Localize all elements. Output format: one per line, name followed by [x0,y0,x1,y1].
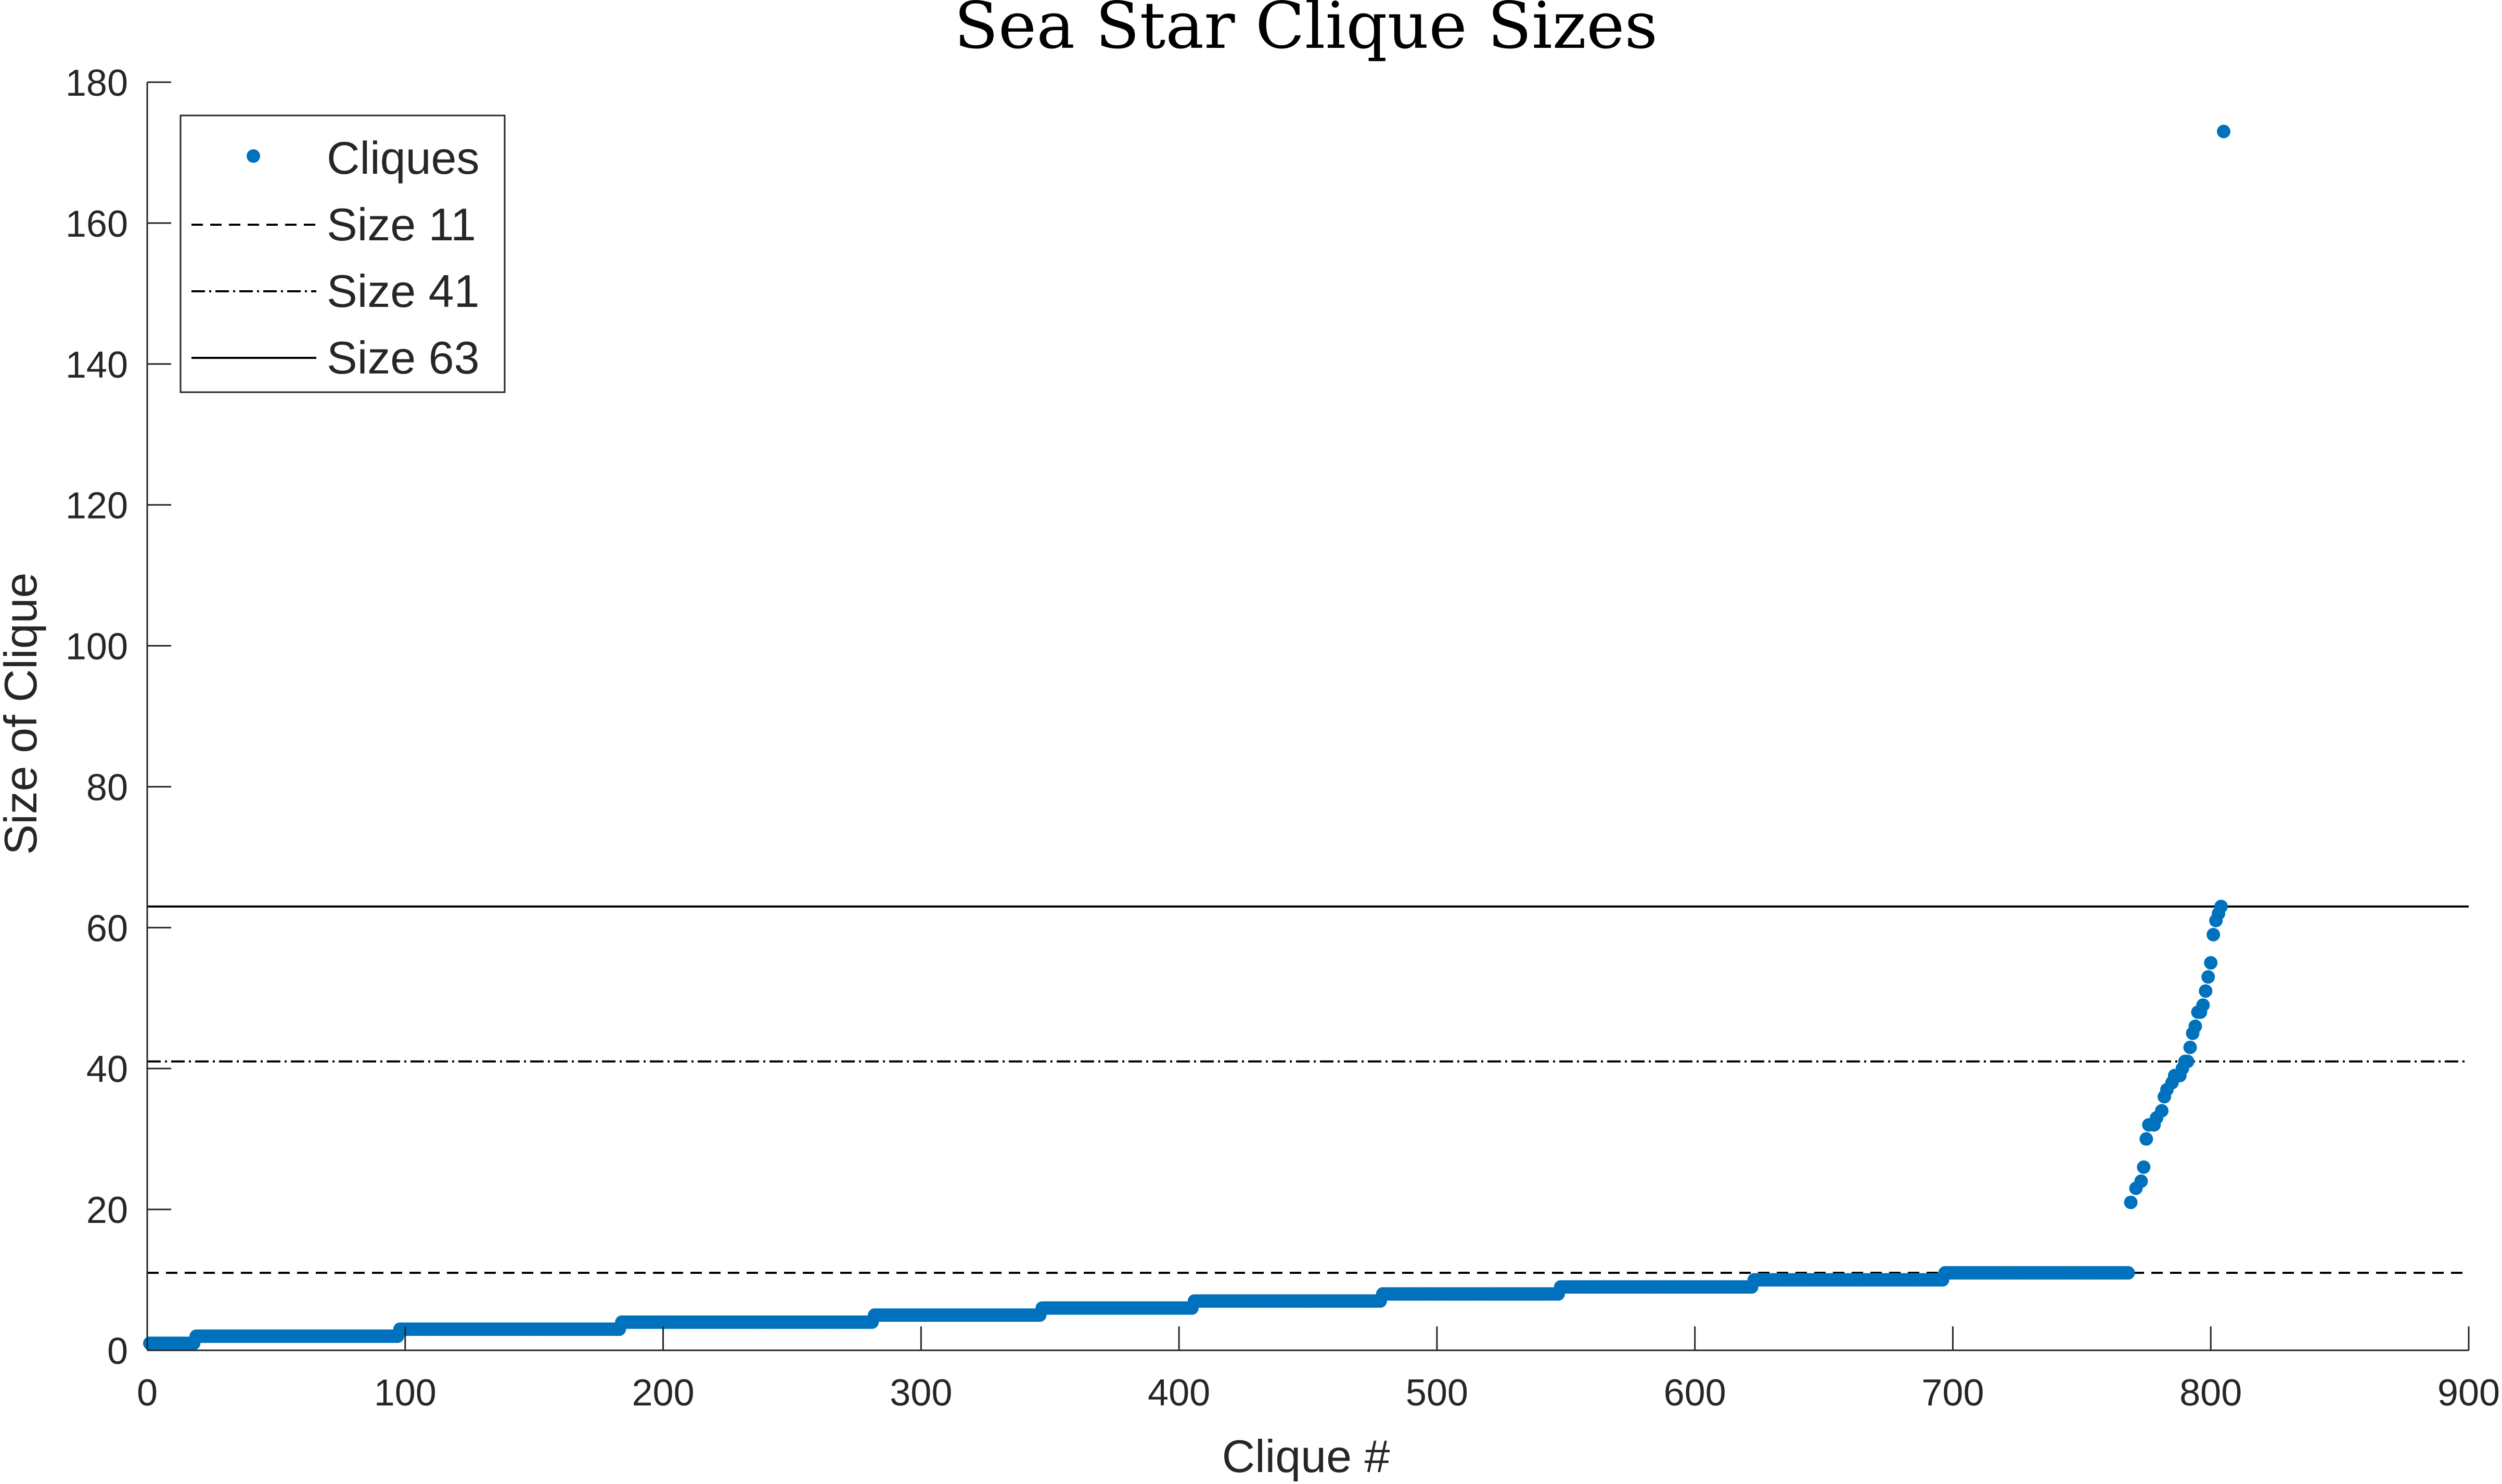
clique-point [2124,1195,2138,1209]
legend: Cliques Size 11 Size 41 Size 63 [179,114,506,393]
legend-label: Size 41 [327,265,480,317]
clique-point [2121,1266,2135,1280]
clique-point [2217,124,2231,138]
clique-point [2180,1054,2195,1068]
x-tick-label: 200 [632,1372,694,1414]
x-tick-label: 500 [1406,1372,1468,1414]
clique-point [2206,927,2221,941]
y-tick-label: 60 [86,908,128,949]
y-tick-label: 140 [66,344,128,386]
clique-point [2196,998,2210,1012]
clique-point [2155,1104,2169,1118]
y-tick-label: 40 [86,1049,128,1090]
clique-point [2199,984,2213,998]
plot-area [143,124,2469,1350]
x-tick-label: 100 [374,1372,437,1414]
x-tick-label: 0 [137,1372,158,1414]
axes: 0 100 200 300 400 500 600 700 800 900 0 20 40 60 80 100… [66,62,2500,1414]
cliques-series [143,124,2231,1350]
y-tick-label: 100 [66,626,128,668]
x-tick-label: 400 [1148,1372,1210,1414]
legend-label: Cliques [327,132,479,184]
clique-point [2139,1132,2153,1146]
x-axis-label: Clique # [1222,1430,1390,1481]
x-tick-label: 700 [1921,1372,1984,1414]
clique-point [2183,1040,2197,1054]
x-tick-label: 600 [1664,1372,1726,1414]
legend-label: Size 63 [327,332,480,383]
clique-point [2204,956,2218,970]
x-tick-label: 300 [890,1372,952,1414]
x-tick-label: 900 [2437,1372,2500,1414]
legend-box [179,114,506,393]
clique-point [2214,899,2228,913]
chart-title: Sea Star Clique Sizes [954,0,1658,63]
y-axis-label: Size of Clique [0,573,46,855]
y-tick-label: 180 [66,62,128,104]
legend-label: Size 11 [327,199,476,250]
clique-point [2188,1019,2202,1033]
x-tick-label: 800 [2179,1372,2242,1414]
y-tick-label: 120 [66,485,128,527]
y-tick-label: 20 [86,1190,128,1231]
clique-point [2201,970,2215,984]
y-tick-label: 160 [66,203,128,245]
clique-point [2137,1160,2151,1174]
clique-point [2134,1174,2148,1188]
y-tick-label: 80 [86,767,128,808]
legend-marker-dot [247,149,260,163]
y-tick-label: 0 [107,1331,128,1372]
